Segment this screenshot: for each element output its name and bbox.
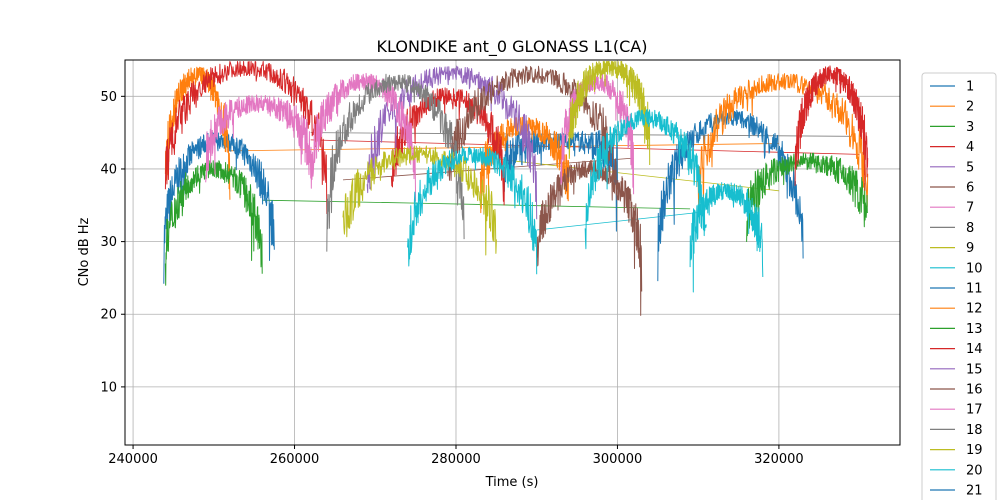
series-4-line <box>794 65 869 191</box>
legend-label: 6 <box>966 181 974 196</box>
legend-label: 17 <box>966 403 983 418</box>
x-tick-label: 240000 <box>108 452 158 467</box>
series-4-line <box>390 87 505 206</box>
legend-label: 8 <box>966 221 974 236</box>
series-3-line <box>746 152 869 242</box>
legend-label: 20 <box>966 463 983 478</box>
x-axis-label: Time (s) <box>485 475 539 490</box>
plot-area <box>163 61 869 316</box>
chart-title: KLONDIKE ant_0 GLONASS L1(CA) <box>377 37 648 57</box>
series-9-line <box>342 145 497 256</box>
legend-box <box>921 72 997 500</box>
legend-label: 21 <box>966 484 983 499</box>
legend-label: 4 <box>966 140 974 155</box>
y-axis-label: CNo dB Hz <box>77 217 92 286</box>
y-tick-label: 30 <box>100 235 117 250</box>
series-1-line <box>163 132 275 284</box>
legend-label: 16 <box>966 383 983 398</box>
legend-label: 18 <box>966 423 983 438</box>
legend-label: 15 <box>966 362 983 377</box>
series-9-line <box>568 61 651 166</box>
legend-label: 9 <box>966 241 974 256</box>
legend-label: 19 <box>966 443 983 458</box>
grid <box>125 60 900 445</box>
series-2-line <box>164 66 231 200</box>
series-3-line <box>164 160 263 286</box>
series-10-line <box>584 108 707 250</box>
series-connector-line <box>310 132 852 137</box>
series-8-line <box>326 73 465 252</box>
series-6-line <box>536 159 643 316</box>
legend-label: 3 <box>966 120 974 135</box>
series-10-line <box>689 182 764 293</box>
legend-label: 1 <box>966 80 974 95</box>
series-7-line <box>205 94 312 183</box>
axes-frame <box>124 59 901 446</box>
legend-label: 11 <box>966 282 983 297</box>
y-tick-label: 10 <box>100 380 117 395</box>
x-tick-label: 280000 <box>431 452 481 467</box>
legend-label: 14 <box>966 342 983 357</box>
y-tick-label: 40 <box>100 162 117 177</box>
axis-ticks: 240000 260000 280000 300000 320000 10 20 30 40 50 <box>100 90 803 467</box>
legend-label: 12 <box>966 302 983 317</box>
x-tick-label: 320000 <box>754 452 804 467</box>
y-tick-label: 20 <box>100 308 117 323</box>
series-6-line <box>447 65 618 201</box>
legend-label: 7 <box>966 201 974 216</box>
series-connector-line <box>536 212 699 231</box>
y-tick-label: 50 <box>100 90 117 105</box>
series-10-line <box>407 146 538 275</box>
legend-label: 5 <box>966 160 974 175</box>
series-2-line <box>697 73 869 213</box>
series-5-line <box>366 65 538 220</box>
x-tick-label: 300000 <box>593 452 643 467</box>
series-7-line <box>310 72 417 202</box>
legend-label: 13 <box>966 322 983 337</box>
legend-label: 2 <box>966 100 974 115</box>
series-4-line <box>164 61 328 215</box>
legend-label: 10 <box>966 261 983 276</box>
x-tick-label: 260000 <box>270 452 320 467</box>
